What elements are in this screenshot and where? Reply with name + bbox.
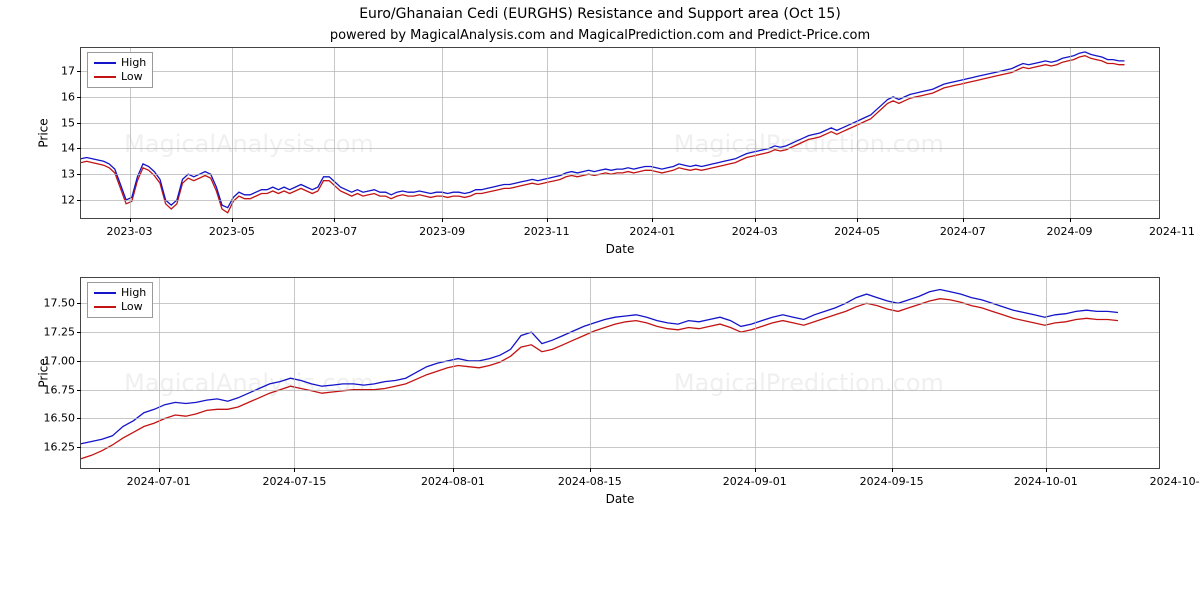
top-chart: High Low Price Date MagicalAnalysis.com … xyxy=(80,47,1160,219)
legend-label-low: Low xyxy=(121,300,143,314)
xtick-label: 2024-01 xyxy=(629,225,675,238)
line-low xyxy=(81,56,1125,213)
legend-swatch-low xyxy=(94,306,116,308)
legend-swatch-low xyxy=(94,76,116,78)
ytick-label: 16.50 xyxy=(43,412,75,425)
chart-subtitle: powered by MagicalAnalysis.com and Magic… xyxy=(0,28,1200,43)
xtick-label: 2023-09 xyxy=(419,225,465,238)
legend-label-low: Low xyxy=(121,70,143,84)
ytick-label: 17.25 xyxy=(43,326,75,339)
line-high xyxy=(81,290,1118,444)
xtick-label: 2024-05 xyxy=(834,225,880,238)
legend-bottom: High Low xyxy=(87,282,153,318)
xtick-label: 2024-08-15 xyxy=(558,475,622,488)
ytick-label: 17.50 xyxy=(43,297,75,310)
xtick-label: 2024-09-15 xyxy=(860,475,924,488)
ytick-label: 13 xyxy=(43,168,75,181)
ytick-label: 16 xyxy=(43,90,75,103)
xtick-label: 2024-09-01 xyxy=(723,475,787,488)
xlabel-bottom: Date xyxy=(606,492,635,506)
xtick-label: 2024-08-01 xyxy=(421,475,485,488)
legend-swatch-high xyxy=(94,62,116,64)
line-high xyxy=(81,52,1125,208)
xtick-label: 2024-10-01 xyxy=(1014,475,1078,488)
legend-label-high: High xyxy=(121,56,146,70)
chart-title: Euro/Ghanaian Cedi (EURGHS) Resistance a… xyxy=(0,6,1200,22)
xtick-label: 2024-10-15 xyxy=(1150,475,1200,488)
xtick-label: 2024-03 xyxy=(732,225,778,238)
legend-top: High Low xyxy=(87,52,153,88)
xtick-label: 2023-11 xyxy=(524,225,570,238)
xtick-label: 2023-03 xyxy=(107,225,153,238)
ytick-label: 12 xyxy=(43,193,75,206)
xtick-label: 2023-07 xyxy=(311,225,357,238)
ytick-label: 15 xyxy=(43,116,75,129)
xtick-label: 2023-05 xyxy=(209,225,255,238)
xlabel-top: Date xyxy=(606,242,635,256)
ytick-label: 16.75 xyxy=(43,383,75,396)
ytick-label: 16.25 xyxy=(43,441,75,454)
ytick-label: 17.00 xyxy=(43,354,75,367)
xtick-label: 2024-09 xyxy=(1047,225,1093,238)
xtick-label: 2024-07-01 xyxy=(127,475,191,488)
ytick-label: 17 xyxy=(43,65,75,78)
xtick-label: 2024-11 xyxy=(1149,225,1195,238)
bottom-chart: High Low Price Date MagicalAnalysis.com … xyxy=(80,277,1160,469)
legend-label-high: High xyxy=(121,286,146,300)
legend-swatch-high xyxy=(94,292,116,294)
xtick-label: 2024-07 xyxy=(940,225,986,238)
xtick-label: 2024-07-15 xyxy=(262,475,326,488)
line-low xyxy=(81,299,1118,459)
ytick-label: 14 xyxy=(43,142,75,155)
